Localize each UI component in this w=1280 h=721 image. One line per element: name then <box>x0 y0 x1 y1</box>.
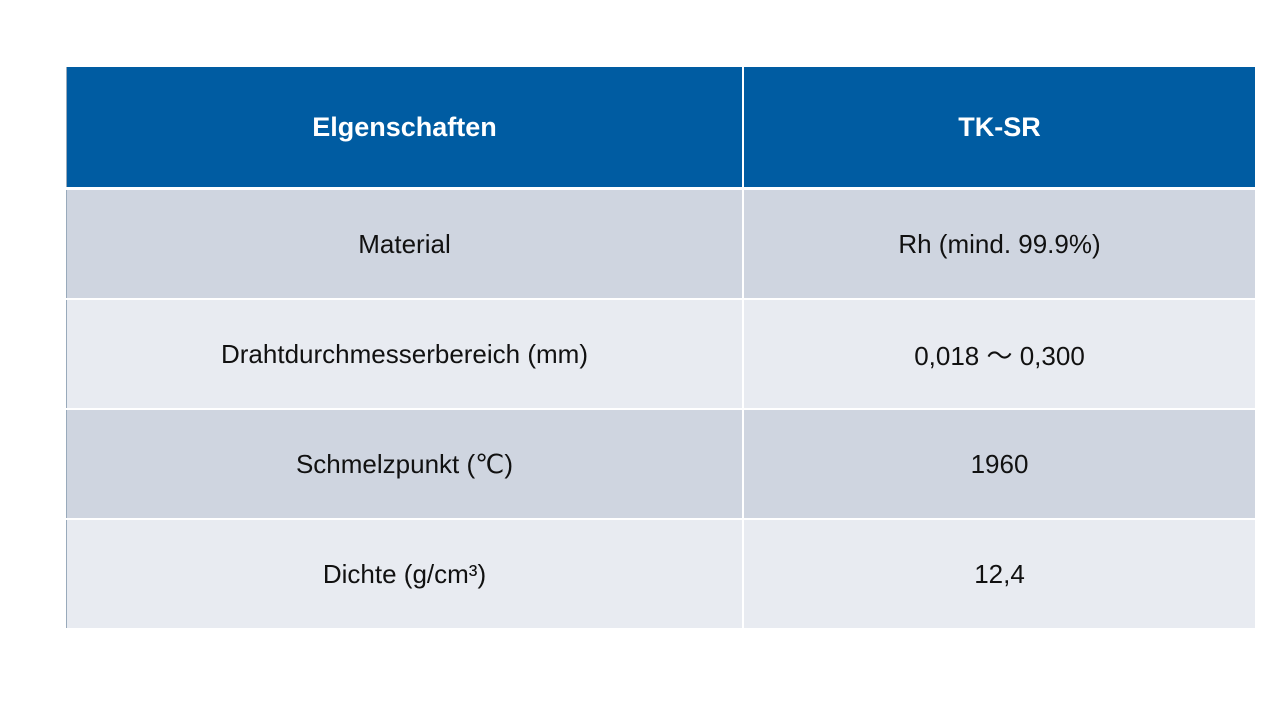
table-row: Schmelzpunkt (℃) 1960 <box>66 409 1257 520</box>
value-cell: 1960 <box>743 409 1257 520</box>
property-cell: Schmelzpunkt (℃) <box>66 409 744 520</box>
header-row: Elgenschaften TK-SR <box>66 67 1257 190</box>
table-row: Dichte (g/cm³) 12,4 <box>66 519 1257 630</box>
value-cell: 12,4 <box>743 519 1257 630</box>
header-property: Elgenschaften <box>66 67 744 190</box>
properties-table: Elgenschaften TK-SR Material Rh (mind. 9… <box>66 67 1257 630</box>
table-row: Material Rh (mind. 99.9%) <box>66 188 1257 300</box>
property-cell: Drahtdurchmesserbereich (mm) <box>66 299 744 410</box>
value-cell: Rh (mind. 99.9%) <box>743 188 1257 300</box>
property-cell: Dichte (g/cm³) <box>66 519 744 630</box>
value-cell: 0,018 ～ 0,300 <box>743 299 1257 410</box>
table-row: Drahtdurchmesserbereich (mm) 0,018 ～ 0,3… <box>66 299 1257 410</box>
property-cell: Material <box>66 188 744 300</box>
header-product: TK-SR <box>743 67 1257 190</box>
